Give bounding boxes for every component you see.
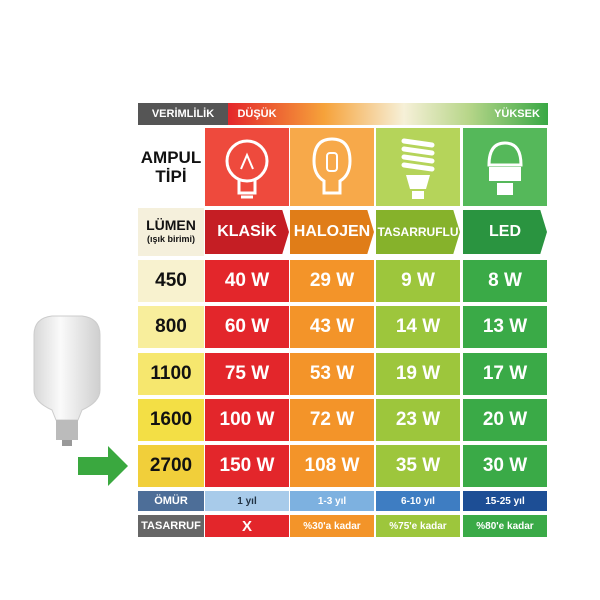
watt-value: 72 W bbox=[290, 399, 374, 441]
efficiency-label: VERİMLİLİK bbox=[138, 103, 228, 125]
lumen-label: LÜMEN bbox=[146, 217, 196, 233]
bulb-icon bbox=[225, 139, 269, 199]
high-label: YÜKSEK bbox=[494, 108, 540, 120]
watt-value: 35 W bbox=[376, 445, 460, 487]
lumen-value: 1100 bbox=[138, 353, 204, 395]
savings-value: %30'a kadar bbox=[290, 515, 374, 537]
watt-value: 14 W bbox=[376, 306, 460, 348]
lumen-value: 2700 bbox=[138, 445, 204, 487]
lifetime-label: ÖMÜR bbox=[138, 491, 204, 511]
bulb bbox=[33, 315, 101, 421]
watt-value: 75 W bbox=[205, 353, 289, 395]
watt-value: 9 W bbox=[376, 260, 460, 302]
watt-value: 150 W bbox=[205, 445, 289, 487]
lumen-value: 450 bbox=[138, 260, 204, 302]
column-header: LED bbox=[463, 210, 547, 254]
bulb-icon bbox=[312, 137, 352, 195]
lifetime-value: 1 yıl bbox=[205, 491, 289, 511]
bulb-icon-cell bbox=[463, 128, 547, 206]
bulb-icon bbox=[401, 138, 435, 199]
watt-value: 100 W bbox=[205, 399, 289, 441]
type-label: AMPUL TİPİ bbox=[140, 148, 202, 186]
lifetime-value: 15-25 yıl bbox=[463, 491, 547, 511]
watt-value: 108 W bbox=[290, 445, 374, 487]
watt-value: 43 W bbox=[290, 306, 374, 348]
watt-value: 17 W bbox=[463, 353, 547, 395]
bulb-icon-cell bbox=[376, 128, 460, 206]
bulb-base bbox=[56, 420, 78, 440]
lumen-header: LÜMEN (ışık birimi) bbox=[138, 208, 204, 256]
bulb-tip bbox=[62, 440, 72, 446]
low-label: DÜŞÜK bbox=[237, 108, 277, 120]
column-header: KLASİK bbox=[205, 210, 289, 254]
column-header: HALOJEN bbox=[290, 210, 374, 254]
watt-value: 60 W bbox=[205, 306, 289, 348]
watt-value: 40 W bbox=[205, 260, 289, 302]
watt-value: 20 W bbox=[463, 399, 547, 441]
watt-value: 29 W bbox=[290, 260, 374, 302]
watt-value: 53 W bbox=[290, 353, 374, 395]
savings-label: TASARRUF bbox=[138, 515, 204, 537]
illustration bbox=[33, 315, 128, 486]
lumen-unit: (ışık birimi) bbox=[146, 234, 195, 244]
watt-value: 19 W bbox=[376, 353, 460, 395]
arrow bbox=[78, 446, 128, 486]
lifetime-value: 6-10 yıl bbox=[376, 491, 460, 511]
column-header: TASARRUFLU bbox=[376, 210, 460, 254]
watt-value: 13 W bbox=[463, 306, 547, 348]
lumen-value: 1600 bbox=[138, 399, 204, 441]
watt-value: 30 W bbox=[463, 445, 547, 487]
bulb-icon bbox=[487, 141, 523, 195]
efficiency-bar bbox=[228, 103, 548, 125]
savings-value: X bbox=[205, 515, 289, 537]
watt-value: 23 W bbox=[376, 399, 460, 441]
lifetime-value: 1-3 yıl bbox=[290, 491, 374, 511]
savings-value: %75'e kadar bbox=[376, 515, 460, 537]
bulb-icon-cell bbox=[205, 128, 289, 206]
lumen-value: 800 bbox=[138, 306, 204, 348]
savings-value: %80'e kadar bbox=[463, 515, 547, 537]
bulb-icon-cell bbox=[290, 128, 374, 206]
watt-value: 8 W bbox=[463, 260, 547, 302]
